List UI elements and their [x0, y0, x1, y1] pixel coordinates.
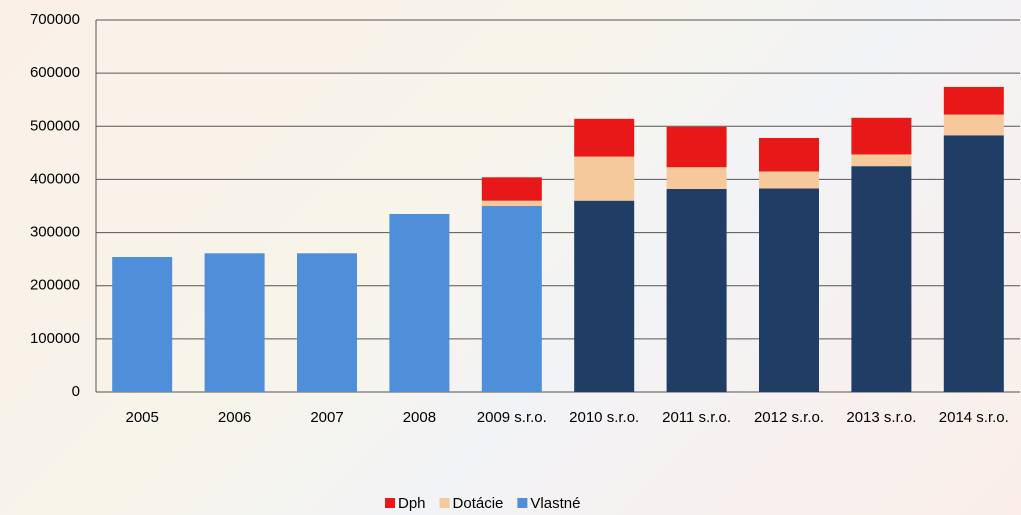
- x-tick-label: 2008: [403, 409, 436, 426]
- bar-segment: [851, 154, 911, 166]
- x-tick-label: 2010 s.r.o.: [569, 409, 639, 426]
- x-tick-label: 2014 s.r.o.: [939, 409, 1009, 426]
- x-tick-label: 2013 s.r.o.: [846, 409, 916, 426]
- legend-swatch: [385, 498, 395, 508]
- chart-area: 0 100000 200000 300000 400000 500000 600000 700…: [0, 0, 1021, 515]
- x-tick-label: 2011 s.r.o.: [662, 409, 731, 426]
- bar-segment: [574, 119, 634, 157]
- legend-swatch: [517, 498, 527, 508]
- x-tick-label: 2009 s.r.o.: [477, 409, 547, 426]
- bar-segment: [667, 189, 727, 392]
- bar-segment: [482, 201, 542, 206]
- bar-segment: [759, 188, 819, 392]
- y-tick-label: 0: [72, 383, 80, 400]
- legend-label: Vlastné: [530, 495, 580, 512]
- bar-segment: [851, 166, 911, 392]
- bar-segment: [667, 127, 727, 167]
- y-tick-label: 500000: [30, 117, 80, 134]
- bar-segment: [482, 177, 542, 200]
- bar-segment: [482, 206, 542, 392]
- bar-segment: [297, 253, 357, 392]
- y-tick-label: 600000: [30, 64, 80, 81]
- x-tick-label: 2012 s.r.o.: [754, 409, 824, 426]
- x-tick-label: 2005: [126, 409, 159, 426]
- bar-segment: [574, 201, 634, 392]
- bar-segment: [944, 87, 1004, 115]
- legend-label: Dotácie: [453, 495, 504, 512]
- chart: 0 100000 200000 300000 400000 500000 600000 700…: [0, 0, 1021, 515]
- y-tick-label: 100000: [30, 330, 80, 347]
- bar-segment: [851, 118, 911, 155]
- bar-segment: [944, 135, 1004, 392]
- bar-segment: [389, 214, 449, 392]
- bar-segment: [759, 138, 819, 171]
- bar-segment: [667, 167, 727, 189]
- bar-segment: [944, 115, 1004, 136]
- x-tick-label: 2006: [218, 409, 251, 426]
- y-tick-label: 200000: [30, 277, 80, 294]
- bar-segment: [112, 257, 172, 392]
- bar-segment: [759, 171, 819, 188]
- y-tick-label: 700000: [30, 11, 80, 28]
- y-tick-label: 300000: [30, 224, 80, 241]
- bar-segment: [574, 157, 634, 201]
- legend-swatch: [440, 498, 450, 508]
- x-tick-label: 2007: [310, 409, 343, 426]
- legend-label: Dph: [398, 495, 426, 512]
- y-tick-label: 400000: [30, 170, 80, 187]
- bar-segment: [205, 253, 265, 392]
